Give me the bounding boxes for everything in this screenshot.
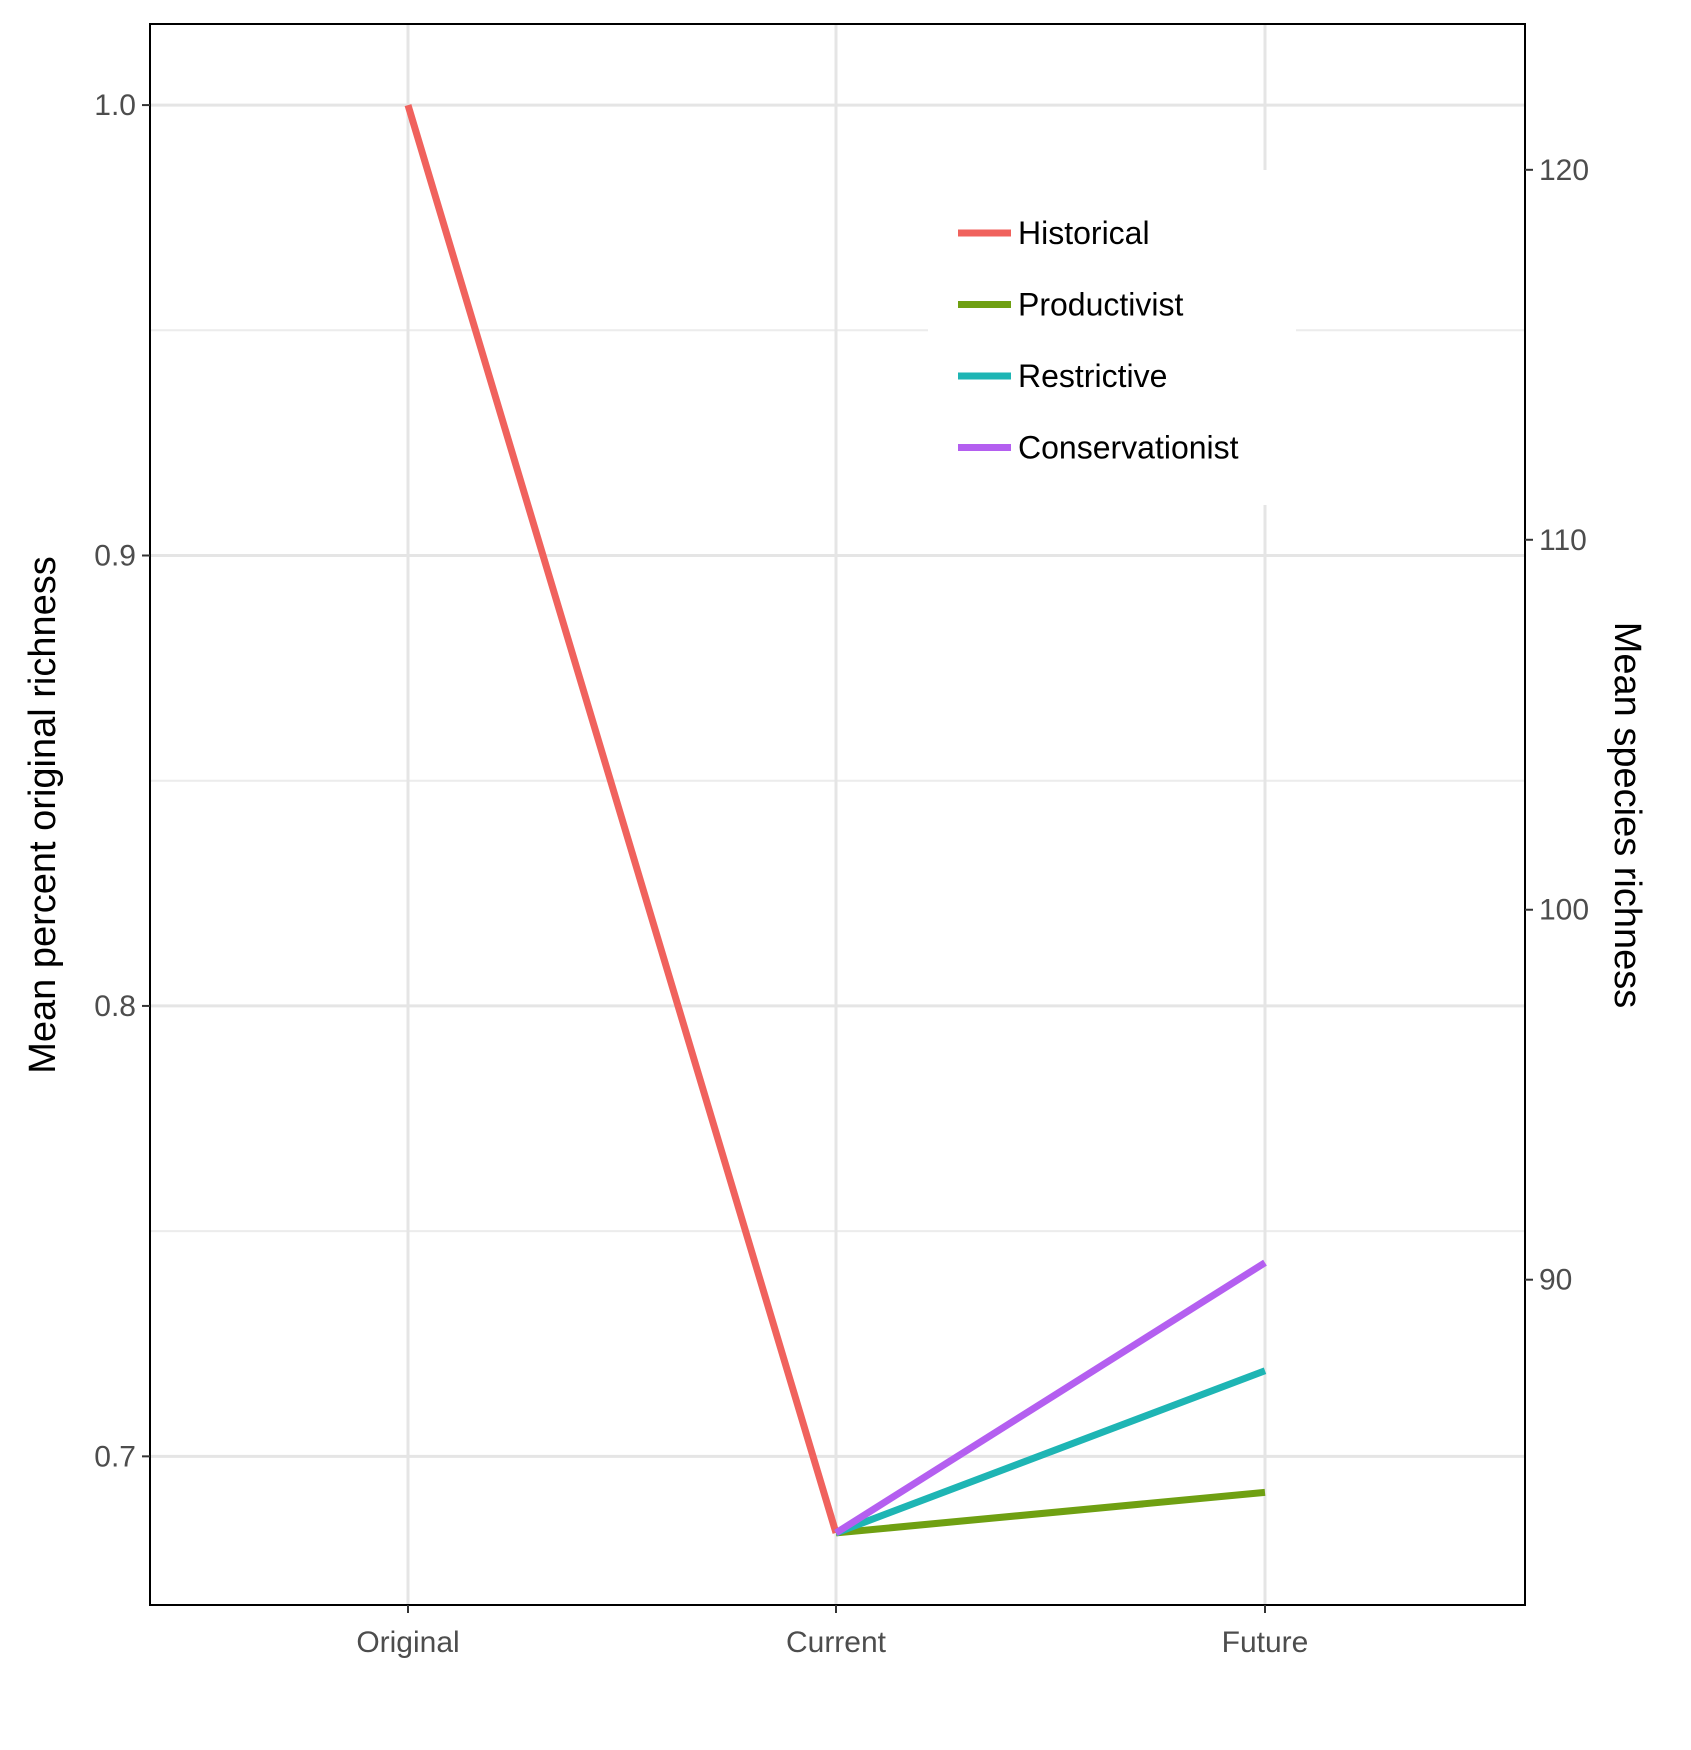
series-line-conservationist (834, 1259, 1267, 1536)
left-y-axis-title: Mean percent original richness (22, 556, 64, 1074)
right-axis-tick-label: 100 (1539, 894, 1589, 927)
left-y-axis: 0.7 0.8 0.9 1.0 (94, 89, 150, 1473)
legend-label-conservationist: Conservationist (1018, 430, 1239, 466)
legend-label-productivist: Productivist (1018, 287, 1184, 323)
right-axis-tick-label: 110 (1539, 524, 1587, 557)
x-axis-tick-label: Original (356, 1626, 459, 1659)
grid (150, 24, 1525, 1605)
series-line-productivist (835, 1488, 1266, 1537)
x-axis-tick-label: Current (786, 1626, 887, 1659)
plot-panel-border (149, 23, 1526, 1606)
x-axis: Original Current Future (356, 1605, 1308, 1659)
x-axis-tick-label: Future (1222, 1626, 1309, 1659)
series-line-historical (404, 104, 840, 1534)
left-axis-tick-label: 0.9 (94, 540, 136, 573)
legend-label-restrictive: Restrictive (1018, 358, 1167, 394)
left-axis-tick-label: 0.7 (94, 1440, 136, 1473)
right-y-axis-title: Mean species richness (1606, 622, 1648, 1009)
right-y-axis: 90 100 110 120 (1525, 154, 1589, 1297)
right-axis-tick-label: 90 (1539, 1264, 1572, 1297)
legend: Historical Productivist Restrictive Conserv… (928, 170, 1296, 505)
left-axis-tick-label: 0.8 (94, 990, 136, 1023)
left-axis-tick-label: 1.0 (94, 89, 136, 122)
series-lines (404, 104, 1267, 1537)
legend-label-historical: Historical (1018, 215, 1150, 251)
right-axis-tick-label: 120 (1539, 154, 1589, 187)
series-line-restrictive (834, 1367, 1267, 1537)
